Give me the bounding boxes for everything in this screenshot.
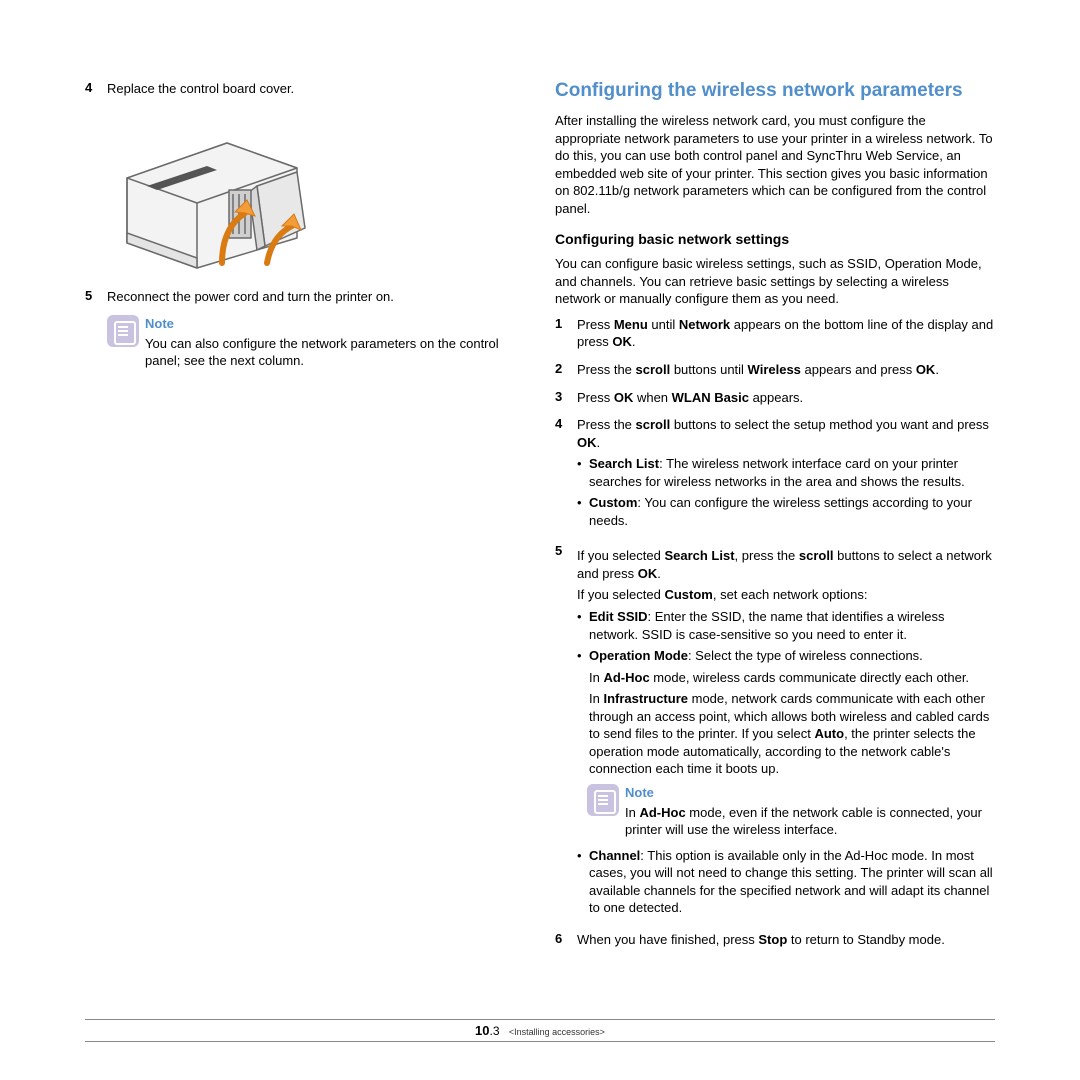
note-content: Note You can also configure the network … [145, 315, 525, 370]
section-heading: Configuring the wireless network paramet… [555, 80, 995, 102]
note-text: In Ad-Hoc mode, even if the network cabl… [625, 804, 995, 839]
bullet-item: • Search List: The wireless network inte… [577, 455, 995, 490]
intro2-paragraph: You can configure basic wireless setting… [555, 255, 995, 308]
step-number: 5 [85, 288, 107, 306]
numbered-step: 5 If you selected Search List, press the… [555, 543, 995, 920]
numbered-step: 1 Press Menu until Network appears on th… [555, 316, 995, 351]
bullet-item: • Channel: This option is available only… [577, 847, 995, 917]
intro-paragraph: After installing the wireless network ca… [555, 112, 995, 217]
note-box: Note You can also configure the network … [107, 315, 525, 370]
step-4: 4 Replace the control board cover. [85, 80, 525, 98]
step-text: Press the scroll buttons to select the s… [577, 416, 995, 533]
subsection-heading: Configuring basic network settings [555, 231, 995, 247]
step-text: Press Menu until Network appears on the … [577, 316, 995, 351]
step-number: 5 [555, 543, 577, 920]
step-number: 2 [555, 361, 577, 379]
numbered-step: 6 When you have finished, press Stop to … [555, 931, 995, 949]
note-box: Note In Ad-Hoc mode, even if the network… [587, 784, 995, 839]
step-text: Press OK when WLAN Basic appears. [577, 389, 995, 407]
section-name: <Installing accessories> [509, 1027, 605, 1037]
note-icon [107, 315, 139, 347]
left-column: 4 Replace the control board cover. [85, 80, 525, 958]
right-column: Configuring the wireless network paramet… [555, 80, 995, 958]
page-number: .3 [490, 1024, 500, 1038]
note-text: You can also configure the network param… [145, 335, 525, 370]
chapter-number: 10 [475, 1023, 489, 1038]
step-number: 3 [555, 389, 577, 407]
bullet-item: • Custom: You can configure the wireless… [577, 494, 995, 529]
step-text: When you have finished, press Stop to re… [577, 931, 995, 949]
step-number: 4 [555, 416, 577, 533]
step-text: Reconnect the power cord and turn the pr… [107, 288, 525, 306]
step-number: 4 [85, 80, 107, 98]
page-footer: 10.3 <Installing accessories> [85, 1019, 995, 1042]
bullet-item: • Operation Mode: Select the type of wir… [577, 647, 995, 665]
note-content: Note In Ad-Hoc mode, even if the network… [625, 784, 995, 839]
numbered-step: 4 Press the scroll buttons to select the… [555, 416, 995, 533]
step-5: 5 Reconnect the power cord and turn the … [85, 288, 525, 306]
note-label: Note [625, 784, 995, 802]
step-number: 6 [555, 931, 577, 949]
step-text: If you selected Search List, press the s… [577, 543, 995, 920]
numbered-step: 3 Press OK when WLAN Basic appears. [555, 389, 995, 407]
page-body: 4 Replace the control board cover. [85, 80, 995, 958]
numbered-step: 2 Press the scroll buttons until Wireles… [555, 361, 995, 379]
step-text: Press the scroll buttons until Wireless … [577, 361, 995, 379]
bullet-item: • Edit SSID: Enter the SSID, the name th… [577, 608, 995, 643]
step-number: 1 [555, 316, 577, 351]
note-label: Note [145, 315, 525, 333]
note-icon [587, 784, 619, 816]
printer-illustration [107, 108, 525, 276]
step-text: Replace the control board cover. [107, 80, 525, 98]
